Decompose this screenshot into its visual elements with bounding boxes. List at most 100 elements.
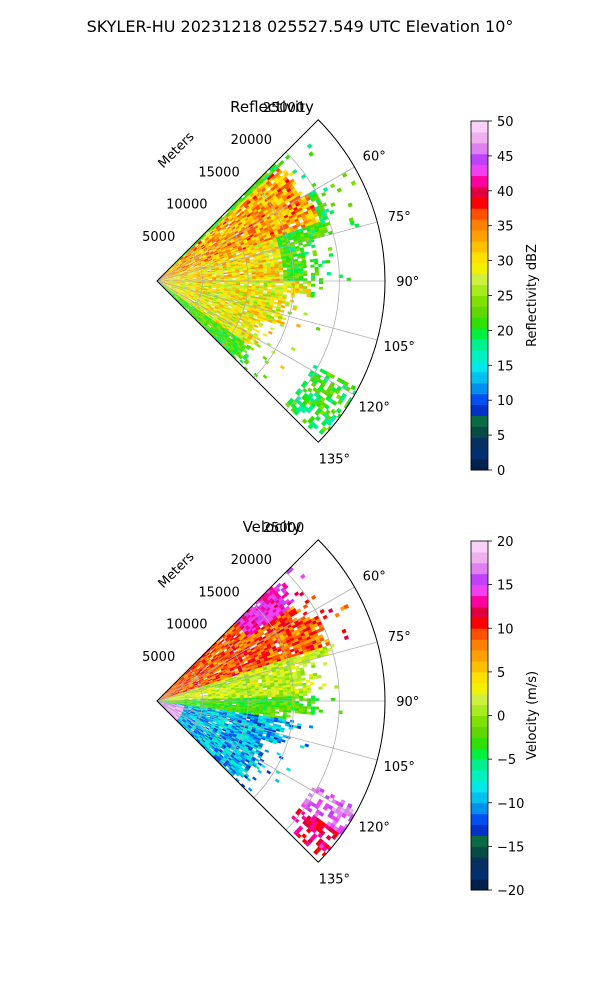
- reflectivity-cell: [223, 228, 228, 233]
- velocity-cell: [272, 601, 277, 607]
- velocity-cell: [296, 624, 302, 630]
- reflectivity-cell: [211, 319, 216, 323]
- reflectivity-cell: [174, 296, 178, 300]
- reflectivity-cell: [240, 234, 246, 238]
- velocity-cell: [202, 666, 207, 671]
- velocity-cell: [253, 611, 259, 616]
- reflectivity-cell: [163, 285, 167, 289]
- reflectivity-cell: [207, 311, 212, 315]
- reflectivity-cell: [245, 346, 250, 351]
- reflectivity-cell: [238, 296, 243, 300]
- velocity-cell: [172, 696, 177, 698]
- velocity-cell: [310, 661, 316, 666]
- reflectivity-cell: [231, 274, 236, 276]
- reflectivity-cell: [329, 373, 336, 379]
- reflectivity-cell: [171, 294, 175, 297]
- reflectivity-cell: [254, 180, 260, 185]
- reflectivity-cell: [222, 242, 227, 246]
- reflectivity-cell: [187, 253, 192, 257]
- velocity-cell: [216, 640, 221, 645]
- reflectivity-cell: [215, 246, 220, 250]
- reflectivity-cell: [259, 277, 264, 280]
- velocity-cell: [203, 688, 208, 691]
- reflectivity-cell: [229, 311, 234, 315]
- reflectivity-cell: [217, 330, 222, 335]
- velocity-cell: [297, 645, 303, 650]
- velocity-cell: [186, 687, 191, 690]
- reflectivity-cell: [259, 238, 265, 242]
- reflectivity-cell: [257, 223, 262, 228]
- reflectivity-cell: [241, 236, 246, 240]
- reflectivity-cell: [168, 281, 173, 283]
- velocity-cell: [160, 697, 165, 700]
- velocity-cell: [201, 658, 205, 663]
- velocity-cell: [254, 647, 260, 651]
- reflectivity-cell: [224, 282, 229, 284]
- velocity-cell: [267, 608, 273, 614]
- reflectivity-cell: [245, 211, 250, 216]
- reflectivity-cell: [224, 320, 229, 324]
- velocity-cell: [276, 672, 281, 676]
- reflectivity-cell: [283, 271, 288, 275]
- reflectivity-cell: [225, 212, 230, 217]
- reflectivity-cell: [207, 270, 212, 273]
- reflectivity-cell: [172, 277, 177, 279]
- reflectivity-cell: [247, 288, 252, 291]
- reflectivity-cell: [172, 284, 177, 286]
- velocity-cell: [176, 678, 181, 683]
- reflectivity-cell: [241, 246, 247, 250]
- velocity-cell: [248, 636, 254, 641]
- velocity-cell: [203, 676, 208, 680]
- reflectivity-cell: [182, 292, 187, 295]
- reflectivity-cell: [173, 268, 178, 271]
- reflectivity-cell: [188, 282, 193, 284]
- velocity-cell: [201, 682, 206, 685]
- velocity-cell: [160, 698, 165, 700]
- reflectivity-cell: [207, 240, 212, 244]
- reflectivity-cell: [168, 267, 173, 271]
- reflectivity-cell: [183, 262, 188, 265]
- reflectivity-cell: [180, 279, 185, 281]
- velocity-cell: [250, 632, 256, 637]
- velocity-cell: [236, 640, 242, 645]
- reflectivity-cell: [196, 252, 201, 256]
- reflectivity-cell: [233, 204, 239, 209]
- velocity-cell: [241, 639, 246, 644]
- velocity-cell: [237, 678, 242, 681]
- reflectivity-cell: [223, 291, 228, 294]
- reflectivity-cell: [224, 321, 229, 326]
- reflectivity-cell: [311, 283, 316, 287]
- velocity-cell: [239, 636, 244, 641]
- reflectivity-cell: [224, 256, 229, 260]
- velocity-cell: [268, 639, 274, 644]
- reflectivity-cell: [287, 249, 293, 254]
- reflectivity-cell: [171, 288, 175, 291]
- reflectivity-cell: [206, 295, 211, 298]
- velocity-cell: [175, 692, 180, 695]
- reflectivity-cell: [216, 240, 221, 244]
- velocity-cell: [271, 595, 277, 600]
- reflectivity-colorbar-tick-label: 40: [497, 185, 514, 200]
- velocity-cell: [292, 617, 298, 623]
- reflectivity-cell: [230, 263, 235, 266]
- reflectivity-cell: [263, 307, 269, 311]
- velocity-cell: [253, 636, 258, 641]
- reflectivity-cell: [176, 275, 181, 277]
- reflectivity-cell: [246, 321, 251, 325]
- reflectivity-cell: [277, 228, 282, 233]
- reflectivity-cell: [209, 229, 213, 234]
- reflectivity-cell: [296, 204, 302, 210]
- reflectivity-cell: [195, 272, 200, 275]
- reflectivity-cell: [254, 261, 259, 264]
- velocity-cell: [191, 689, 196, 692]
- reflectivity-cell: [282, 265, 287, 268]
- reflectivity-cell: [198, 302, 203, 306]
- velocity-cell: [292, 610, 298, 616]
- velocity-cell: [266, 635, 272, 640]
- reflectivity-cell: [263, 275, 268, 278]
- reflectivity-cell: [296, 214, 302, 219]
- reflectivity-cell: [246, 213, 252, 218]
- velocity-cell: [302, 628, 308, 633]
- reflectivity-cell: [172, 283, 177, 285]
- reflectivity-cell: [253, 225, 259, 230]
